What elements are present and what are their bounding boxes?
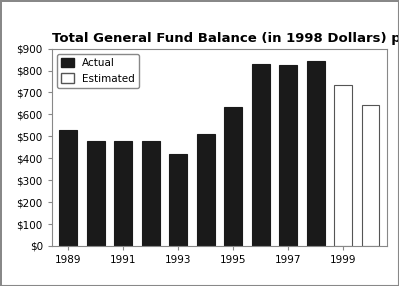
Bar (59, 130, 77, 246)
Bar (115, 141, 132, 246)
Bar (307, 61, 324, 246)
Bar (334, 85, 352, 246)
Bar (252, 64, 270, 246)
Bar (224, 107, 242, 246)
Text: Total General Fund Balance (in 1998 Dollars) per Student, 1989 - 2000: Total General Fund Balance (in 1998 Doll… (52, 32, 399, 45)
Bar (361, 105, 379, 246)
Bar (87, 141, 105, 246)
Bar (169, 154, 187, 246)
Bar (197, 134, 215, 246)
Bar (279, 65, 297, 246)
Legend: Actual, Estimated: Actual, Estimated (57, 54, 139, 88)
Bar (142, 141, 160, 246)
